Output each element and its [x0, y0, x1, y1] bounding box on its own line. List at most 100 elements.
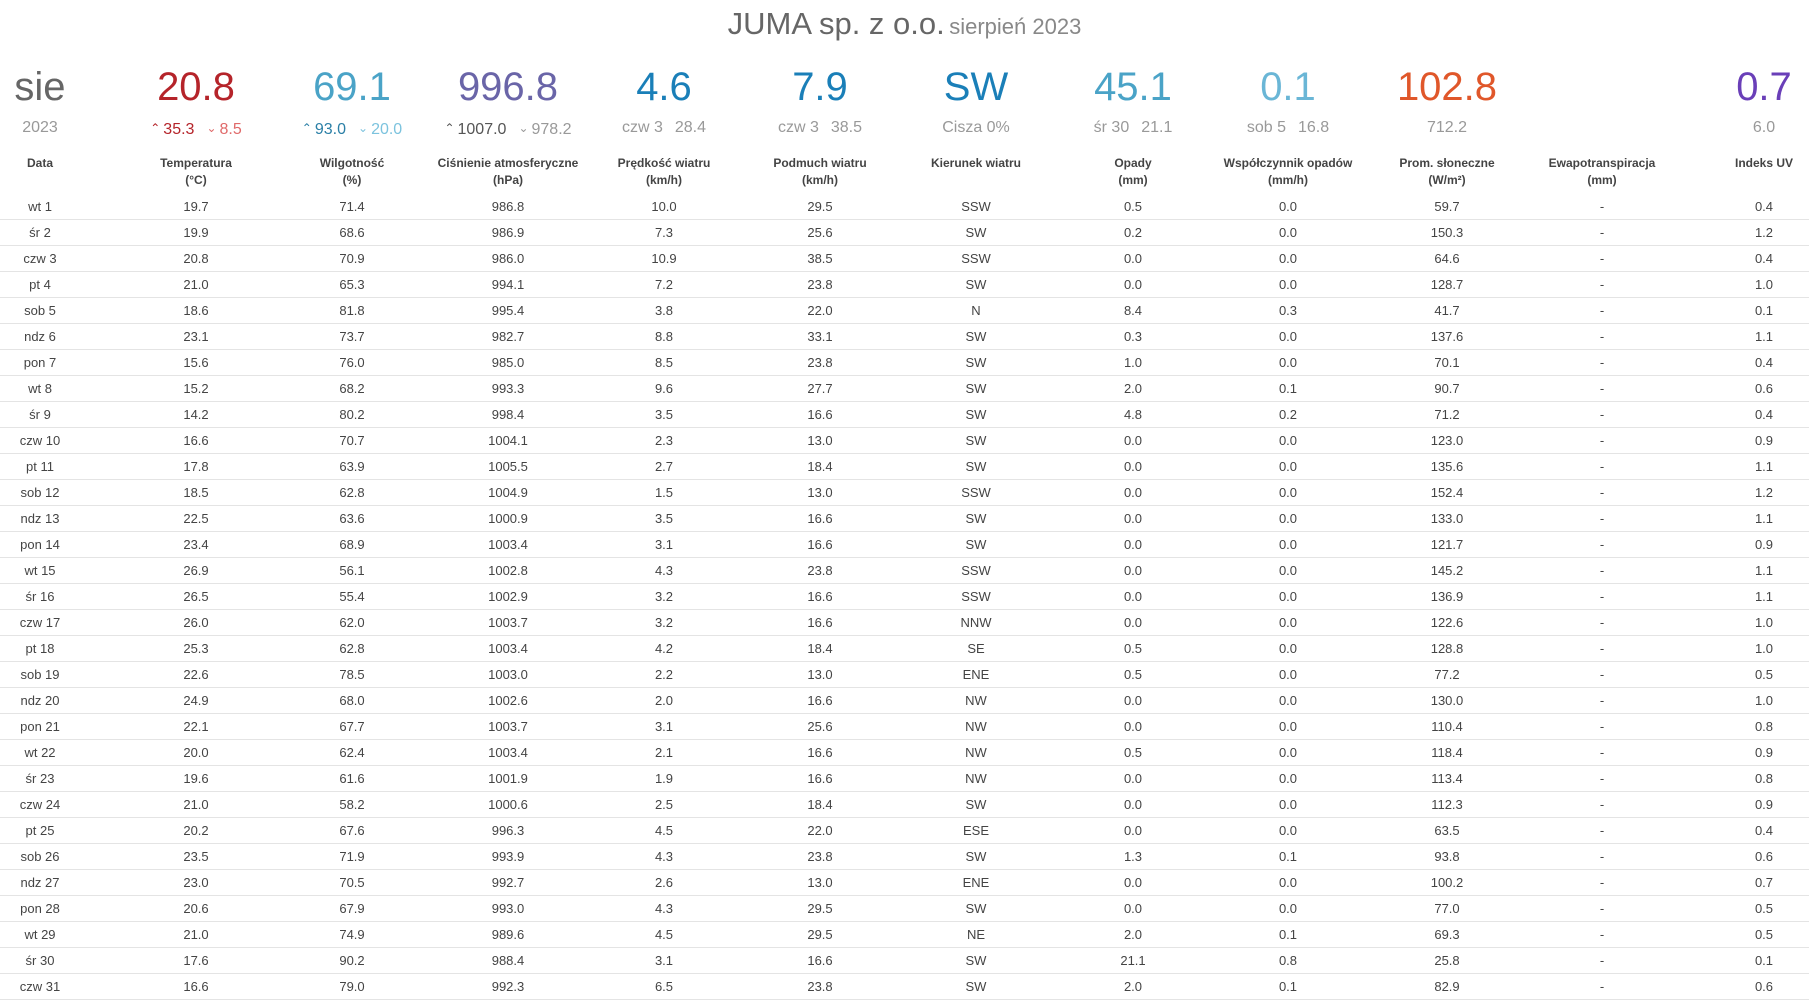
table-cell: 23.8	[807, 979, 833, 994]
table-cell: 6.5	[654, 979, 674, 994]
summary-sub-right: 28.4	[674, 119, 707, 136]
table-cell: 21.1	[1120, 953, 1146, 968]
table-cell: 90.7	[1434, 381, 1460, 396]
table-cell: 18.5	[183, 485, 209, 500]
column-header-1[interactable]: Temperatura (°C)	[116, 155, 276, 189]
table-cell: 4.8	[1123, 407, 1143, 422]
table-cell: NW	[965, 719, 987, 734]
table-cell: -	[1599, 407, 1605, 422]
table-cell: 62.0	[339, 615, 365, 630]
table-cell: 8.4	[1123, 303, 1143, 318]
table-cell: 1.2	[1754, 485, 1774, 500]
table-cell: 0.0	[1278, 901, 1298, 916]
summary-col-3: 996.8 ⌃ 1007.0 ⌄ 978.2	[423, 60, 593, 148]
table-cell: 1003.7	[488, 615, 528, 630]
column-label: Prędkość wiatru	[617, 156, 711, 170]
table-cell: sob 19	[20, 667, 60, 682]
table-cell: 0.0	[1278, 355, 1298, 370]
table-cell: 16.6	[807, 407, 833, 422]
table-cell: 995.4	[491, 303, 525, 318]
table-row: wt 1 19.7 71.4 986.8 10.0 29.5 SSW 0.5 0.0 59.7 - 0…	[0, 194, 1809, 220]
table-cell: 113.4	[1431, 771, 1463, 786]
table-cell: -	[1599, 823, 1605, 838]
table-cell: 1003.4	[488, 641, 528, 656]
table-cell: 0.0	[1123, 615, 1143, 630]
table-cell: SSW	[961, 485, 991, 500]
table-row: sob 5 18.6 81.8 995.4 3.8 22.0 N 8.4 0.3 41.7 - 0.1	[0, 298, 1809, 324]
table-cell: 4.3	[654, 901, 674, 916]
table-cell: 4.5	[654, 927, 674, 942]
summary-value: 0.1	[1260, 65, 1316, 109]
table-cell: 0.0	[1123, 485, 1143, 500]
table-cell: 100.2	[1430, 875, 1464, 890]
column-header-5[interactable]: Podmuch wiatru (km/h)	[745, 155, 895, 189]
table-cell: -	[1599, 641, 1605, 656]
table-cell: 0.4	[1754, 251, 1774, 266]
summary-col-6: SW Cisza 0%	[901, 60, 1051, 148]
table-cell: 0.1	[1754, 953, 1774, 968]
column-header-7[interactable]: Opady (mm)	[1058, 155, 1208, 189]
column-header-11[interactable]: Indeks UV	[1719, 155, 1809, 172]
table-cell: NW	[965, 693, 987, 708]
summary-sub: 6.0	[1719, 117, 1809, 139]
table-cell: 19.7	[183, 199, 209, 214]
table-cell: 1003.0	[488, 667, 528, 682]
table-cell: 22.5	[183, 511, 209, 526]
table-cell: ndz 6	[24, 329, 56, 344]
table-cell: 18.4	[807, 641, 833, 656]
summary-sub: czw 3 38.5	[745, 117, 895, 139]
column-header-8[interactable]: Współczynnik opadów (mm/h)	[1203, 155, 1373, 189]
table-cell: 0.0	[1278, 459, 1298, 474]
column-header-3[interactable]: Ciśnienie atmosferyczne (hPa)	[423, 155, 593, 189]
table-cell: 0.0	[1123, 537, 1143, 552]
table-row: śr 9 14.2 80.2 998.4 3.5 16.6 SW 4.8 0.2 71.2 - 0.4	[0, 402, 1809, 428]
table-cell: 0.0	[1278, 875, 1298, 890]
table-cell: 24.9	[183, 693, 209, 708]
table-cell: 8.8	[654, 329, 674, 344]
table-cell: 71.2	[1434, 407, 1460, 422]
table-cell: SW	[965, 433, 987, 448]
summary-sub: śr 30 21.1	[1058, 117, 1208, 139]
table-cell: 3.1	[654, 537, 674, 552]
table-cell: SW	[965, 355, 987, 370]
column-header-2[interactable]: Wilgotność (%)	[272, 155, 432, 189]
column-header-4[interactable]: Prędkość wiatru (km/h)	[589, 155, 739, 189]
table-cell: -	[1599, 797, 1605, 812]
table-cell: pt 11	[26, 459, 54, 474]
table-row: ndz 27 23.0 70.5 992.7 2.6 13.0 ENE 0.0 0.0 100.2…	[0, 870, 1809, 896]
column-header-0[interactable]: Data	[0, 155, 80, 172]
column-header-9[interactable]: Prom. słoneczne (W/m²)	[1367, 155, 1527, 189]
table-cell: 2.2	[654, 667, 674, 682]
column-header-6[interactable]: Kierunek wiatru	[901, 155, 1051, 172]
table-row: pt 11 17.8 63.9 1005.5 2.7 18.4 SW 0.0 0.0 135.6 -…	[0, 454, 1809, 480]
table-cell: 15.2	[183, 381, 209, 396]
table-cell: 152.4	[1430, 485, 1464, 500]
summary-col-0: sie 2023	[0, 60, 80, 148]
table-cell: 16.6	[183, 433, 209, 448]
table-cell: 16.6	[807, 693, 833, 708]
table-cell: 16.6	[807, 745, 833, 760]
table-cell: -	[1599, 511, 1605, 526]
table-cell: ndz 20	[20, 693, 60, 708]
table-cell: 71.4	[339, 199, 365, 214]
table-cell: 992.3	[491, 979, 525, 994]
table-cell: 1.2	[1754, 225, 1774, 240]
table-cell: 29.5	[807, 927, 833, 942]
summary-sub-left: śr 30	[1093, 119, 1130, 136]
table-cell: 0.0	[1278, 667, 1298, 682]
table-row: czw 10 16.6 70.7 1004.1 2.3 13.0 SW 0.0 0.0 123.0…	[0, 428, 1809, 454]
summary-sub-left: 93.0	[314, 121, 346, 138]
table-cell: 994.1	[491, 277, 525, 292]
table-cell: 122.6	[1430, 615, 1464, 630]
table-cell: 0.0	[1123, 433, 1143, 448]
column-header-10[interactable]: Ewapotranspiracja (mm)	[1522, 155, 1682, 189]
chevron-up-icon: ⌃	[301, 121, 312, 135]
table-cell: 4.2	[654, 641, 674, 656]
table-cell: śr 30	[25, 953, 55, 968]
table-cell: 0.9	[1754, 537, 1774, 552]
table-cell: -	[1599, 433, 1605, 448]
table-cell: 65.3	[339, 277, 365, 292]
table-cell: 1001.9	[488, 771, 528, 786]
table-cell: 63.5	[1434, 823, 1460, 838]
table-cell: -	[1599, 771, 1605, 786]
